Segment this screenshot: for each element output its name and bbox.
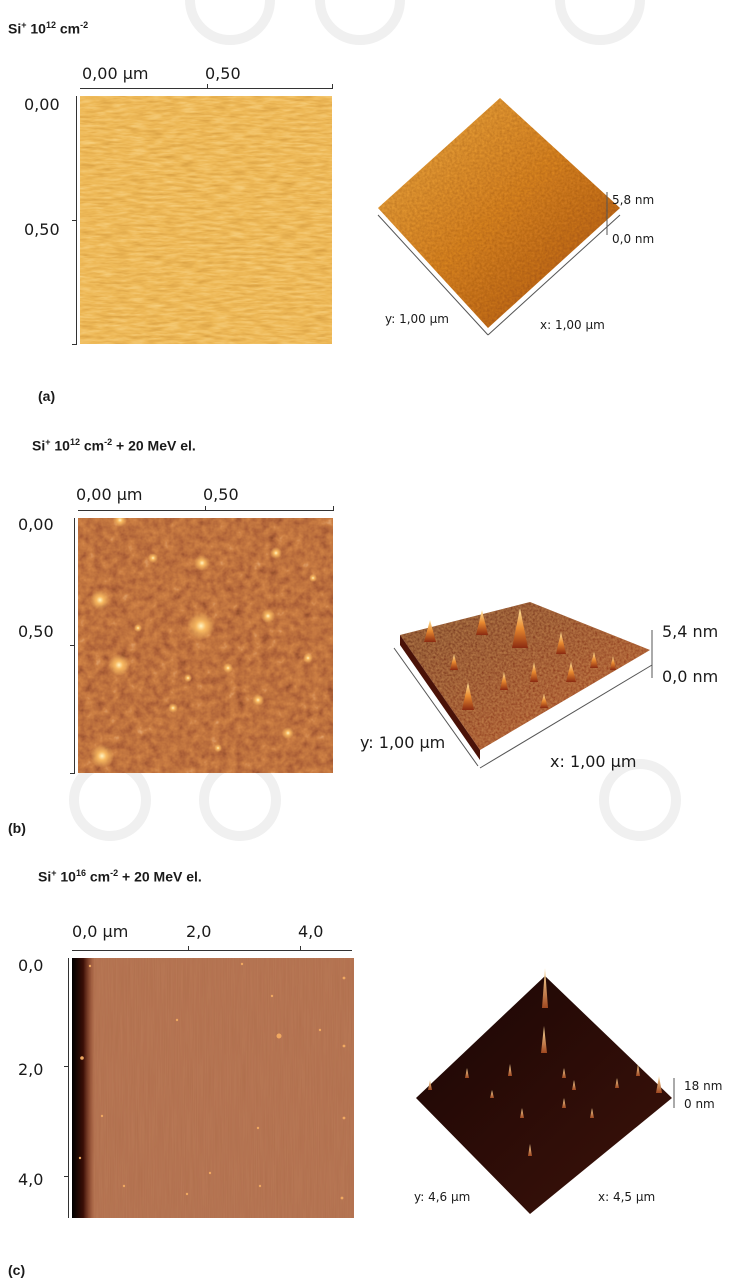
panel-b-y-tick-0: 0,00 bbox=[18, 515, 54, 534]
panel-b-title: Si+ 1012 cm-2 + 20 MeV el. bbox=[32, 437, 196, 454]
panel-a-x-extent-label: x: 1,00 µm bbox=[540, 318, 605, 332]
panel-a-x-tick-1: 0,50 bbox=[205, 64, 241, 83]
panel-b-y-tickmark-end bbox=[70, 773, 75, 774]
panel-c-y-tick-0: 0,0 bbox=[18, 956, 44, 975]
panel-c-y-axis bbox=[68, 958, 69, 1218]
panel-a-x-tickmark-end bbox=[332, 84, 333, 89]
panel-b-x-tick-0: 0,00 µm bbox=[76, 485, 143, 504]
panel-a-3d-surface bbox=[370, 90, 630, 340]
panel-a-title: Si+ 1012 cm-2 bbox=[8, 20, 89, 37]
panel-a-y-tickmark bbox=[72, 220, 77, 221]
panel-a-y-tickmark-end bbox=[72, 344, 77, 345]
panel-b-y-tickmark bbox=[70, 645, 75, 646]
panel-a-label: (a) bbox=[38, 388, 56, 404]
panel-c-y-tick-2: 4,0 bbox=[18, 1170, 44, 1189]
panel-c-x-tickmark-2 bbox=[300, 946, 301, 951]
panel-a-x-tickmark bbox=[207, 84, 208, 89]
panel-b-y-extent-label: y: 1,00 µm bbox=[360, 733, 446, 752]
panel-c-x-tick-1: 2,0 bbox=[186, 922, 212, 941]
panel-c-x-axis bbox=[72, 950, 352, 951]
panel-b-afm-scan-image bbox=[78, 518, 333, 773]
panel-c-label: (c) bbox=[8, 1262, 26, 1278]
panel-c-y-tickmark-2 bbox=[64, 1176, 69, 1177]
panel-b-z-min-label: 0,0 nm bbox=[662, 667, 719, 686]
panel-c-x-tick-2: 4,0 bbox=[298, 922, 324, 941]
panel-b-x-tickmark-end bbox=[333, 506, 334, 511]
panel-b-x-tickmark bbox=[205, 506, 206, 511]
panel-a-y-tick-1: 0,50 bbox=[24, 220, 60, 239]
panel-a-z-min-label: 0,0 nm bbox=[612, 232, 655, 246]
panel-a-x-axis bbox=[80, 88, 332, 89]
panel-a-y-tick-0: 0,00 bbox=[24, 95, 60, 114]
panel-a-afm-scan-image bbox=[80, 96, 332, 344]
panel-c-x-extent-label: x: 4,5 µm bbox=[598, 1190, 656, 1204]
panel-b-y-tick-1: 0,50 bbox=[18, 622, 54, 641]
panel-b-x-extent-label: x: 1,00 µm bbox=[550, 752, 637, 771]
panel-b-label: (b) bbox=[8, 820, 26, 836]
panel-c-x-tickmark-1 bbox=[188, 946, 189, 951]
panel-b-x-tick-1: 0,50 bbox=[203, 485, 239, 504]
panel-c-y-tick-1: 2,0 bbox=[18, 1060, 44, 1079]
panel-c-z-max-label: 18 nm bbox=[684, 1079, 723, 1093]
panel-c-3d-surface bbox=[410, 968, 680, 1218]
panel-b-z-max-label: 5,4 nm bbox=[662, 622, 719, 641]
panel-a-y-extent-label: y: 1,00 µm bbox=[385, 312, 449, 326]
panel-c-afm-scan-image bbox=[72, 958, 354, 1218]
panel-c-x-tick-0: 0,0 µm bbox=[72, 922, 129, 941]
panel-c-z-min-label: 0 nm bbox=[684, 1097, 715, 1111]
panel-a-x-tick-0: 0,00 µm bbox=[82, 64, 149, 83]
panel-c-title: Si+ 1016 cm-2 + 20 MeV el. bbox=[38, 868, 202, 885]
panel-c-y-tickmark-1 bbox=[64, 1066, 69, 1067]
panel-a-z-max-label: 5,8 nm bbox=[612, 193, 655, 207]
panel-c-y-extent-label: y: 4,6 µm bbox=[414, 1190, 471, 1204]
panel-b-3d-surface bbox=[380, 590, 660, 775]
